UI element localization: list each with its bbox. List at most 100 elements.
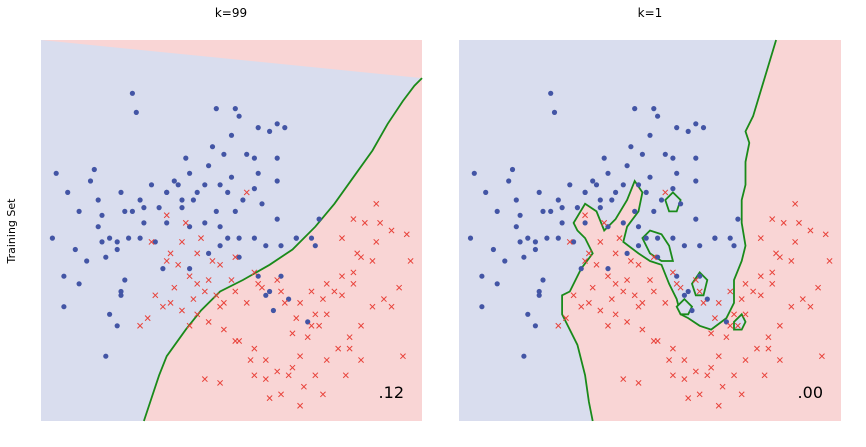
point-class-b [323, 357, 330, 363]
point-class-b [696, 288, 703, 295]
point-class-b [182, 219, 189, 226]
point-class-a [593, 182, 600, 188]
point-class-a [517, 212, 523, 218]
point-class-b [377, 219, 384, 226]
point-class-b [597, 238, 604, 245]
point-class-a [605, 266, 611, 272]
point-class-b [251, 372, 258, 379]
point-class-a [555, 235, 561, 241]
point-class-b [780, 219, 787, 226]
point-class-b [754, 345, 760, 352]
point-class-a [532, 323, 539, 329]
point-class-b [662, 299, 669, 306]
point-class-a [655, 254, 661, 260]
point-class-b [297, 402, 304, 409]
point-class-a [643, 235, 649, 241]
point-class-b [734, 322, 741, 329]
point-class-b [738, 296, 745, 303]
point-class-a [274, 216, 280, 222]
point-class-a [209, 144, 216, 150]
point-class-a [578, 266, 584, 272]
point-class-a [483, 189, 489, 195]
point-class-a [525, 311, 531, 317]
point-class-a [133, 109, 139, 115]
point-class-b [205, 277, 212, 283]
point-class-b [163, 212, 170, 219]
point-class-b [776, 357, 783, 363]
point-class-b [243, 299, 250, 306]
point-class-a [548, 90, 554, 96]
point-class-b [635, 379, 642, 386]
point-class-b [585, 299, 592, 306]
point-class-b [262, 376, 269, 383]
region-class-a [459, 40, 777, 421]
point-class-b [650, 254, 657, 261]
point-class-b [243, 189, 250, 196]
point-class-b [198, 235, 204, 242]
point-class-a [240, 197, 246, 203]
point-class-a [232, 106, 238, 112]
point-class-a [225, 235, 231, 241]
point-class-b [708, 330, 715, 337]
point-class-a [639, 151, 646, 157]
point-class-b [715, 402, 722, 409]
point-class-a [582, 189, 588, 195]
point-class-b [312, 372, 319, 379]
point-class-b [700, 299, 707, 306]
point-class-a [137, 235, 143, 241]
point-class-a [559, 220, 565, 226]
point-class-a [99, 212, 105, 218]
point-class-a [620, 220, 626, 226]
point-class-b [750, 288, 757, 295]
point-class-a [217, 243, 223, 249]
point-class-a [540, 208, 546, 214]
point-class-b [407, 258, 414, 264]
point-class-b [681, 376, 688, 383]
point-class-a [236, 113, 242, 119]
point-class-a [727, 235, 733, 241]
point-class-a [49, 235, 56, 241]
point-class-b [799, 296, 806, 303]
point-class-a [141, 220, 147, 226]
point-class-b [339, 235, 345, 242]
point-class-a [509, 166, 516, 173]
point-class-a [95, 224, 101, 230]
point-class-a [609, 197, 615, 203]
point-class-b [727, 288, 734, 295]
point-class-b [152, 292, 159, 299]
point-class-a [678, 201, 684, 207]
point-class-a [255, 170, 261, 176]
point-class-b [727, 322, 734, 329]
point-class-a [635, 224, 642, 230]
point-class-b [361, 219, 368, 226]
point-class-a [670, 235, 676, 241]
point-class-a [571, 239, 577, 245]
point-class-b [669, 345, 676, 352]
decision-boundary [561, 39, 777, 422]
point-class-a [651, 208, 657, 214]
point-class-a [551, 109, 558, 115]
point-class-a [213, 106, 219, 112]
point-class-a [697, 243, 703, 249]
point-class-b [293, 315, 300, 322]
point-class-b [167, 299, 174, 306]
point-class-b [692, 368, 699, 375]
point-class-a [122, 277, 128, 283]
point-class-a [236, 235, 242, 241]
point-class-b [232, 254, 239, 261]
point-class-a [605, 170, 611, 176]
point-class-b [616, 235, 623, 242]
point-class-a [126, 235, 132, 241]
point-class-a [217, 182, 223, 188]
row-label: Training Set [5, 198, 18, 265]
point-class-b [297, 353, 304, 360]
point-class-b [666, 357, 673, 363]
point-class-a [251, 155, 257, 161]
point-class-a [213, 208, 219, 214]
point-class-b [731, 311, 737, 318]
point-class-b [228, 277, 235, 283]
point-class-a [114, 239, 120, 245]
point-class-a [471, 170, 477, 176]
point-class-a [693, 121, 699, 127]
point-class-b [742, 280, 749, 287]
